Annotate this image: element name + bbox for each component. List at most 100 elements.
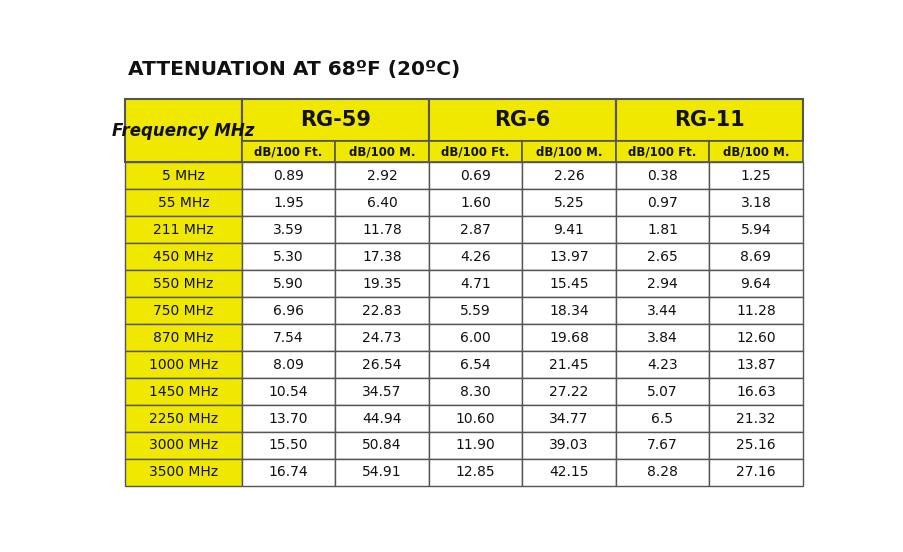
Bar [241, 378, 335, 405]
Bar [126, 297, 241, 324]
Text: 22.83: 22.83 [362, 304, 401, 318]
Bar [126, 378, 241, 405]
Text: 1.25: 1.25 [740, 169, 770, 183]
Bar [126, 324, 241, 351]
Bar [428, 459, 522, 486]
Text: 550 MHz: 550 MHz [154, 277, 213, 291]
Text: 27.16: 27.16 [735, 465, 775, 480]
Text: RG-11: RG-11 [673, 110, 744, 130]
Text: dB/100 M.: dB/100 M. [721, 145, 788, 158]
Text: 750 MHz: 750 MHz [154, 304, 213, 318]
Bar [522, 270, 615, 297]
Text: 26.54: 26.54 [362, 358, 401, 371]
Text: 6.96: 6.96 [273, 304, 303, 318]
Text: dB/100 Ft.: dB/100 Ft. [441, 145, 509, 158]
Text: 9.41: 9.41 [553, 223, 583, 237]
Text: 24.73: 24.73 [362, 331, 401, 344]
Bar [335, 189, 428, 216]
Text: dB/100 Ft.: dB/100 Ft. [628, 145, 696, 158]
Bar [615, 324, 709, 351]
Bar [428, 270, 522, 297]
Text: 11.78: 11.78 [361, 223, 401, 237]
Text: 0.89: 0.89 [273, 169, 303, 183]
Text: 0.38: 0.38 [647, 169, 677, 183]
Bar [335, 270, 428, 297]
Bar [428, 378, 522, 405]
Text: 5.30: 5.30 [273, 250, 303, 264]
Text: 3.18: 3.18 [740, 196, 770, 210]
Text: 5.94: 5.94 [740, 223, 770, 237]
Text: 42.15: 42.15 [549, 465, 588, 480]
Text: dB/100 Ft.: dB/100 Ft. [254, 145, 322, 158]
Bar [126, 189, 241, 216]
Bar [615, 351, 709, 378]
Bar [615, 141, 709, 162]
Bar [126, 243, 241, 270]
Bar [241, 162, 335, 189]
Text: 4.23: 4.23 [647, 358, 677, 371]
Bar [709, 405, 802, 432]
Bar [241, 297, 335, 324]
Bar [428, 189, 522, 216]
Bar [709, 270, 802, 297]
Bar [615, 243, 709, 270]
Bar [428, 351, 522, 378]
Bar [241, 351, 335, 378]
Bar [241, 324, 335, 351]
Bar [428, 297, 522, 324]
Bar [522, 141, 615, 162]
Text: 8.69: 8.69 [740, 250, 770, 264]
Bar [522, 189, 615, 216]
Text: 19.35: 19.35 [362, 277, 401, 291]
Text: 8.28: 8.28 [647, 465, 677, 480]
Bar [615, 99, 802, 141]
Text: 19.68: 19.68 [548, 331, 588, 344]
Text: 27.22: 27.22 [549, 385, 588, 399]
Text: 5.25: 5.25 [553, 196, 583, 210]
Bar [615, 297, 709, 324]
Text: RG-59: RG-59 [299, 110, 370, 130]
Text: 2.92: 2.92 [366, 169, 396, 183]
Text: 3000 MHz: 3000 MHz [149, 438, 218, 453]
Bar [241, 99, 428, 141]
Bar [126, 459, 241, 486]
Bar [428, 99, 615, 141]
Text: 11.28: 11.28 [735, 304, 775, 318]
Text: 21.45: 21.45 [549, 358, 588, 371]
Text: 8.09: 8.09 [273, 358, 303, 371]
Bar [335, 351, 428, 378]
Bar [709, 189, 802, 216]
Bar [335, 162, 428, 189]
Bar [522, 351, 615, 378]
Text: dB/100 M.: dB/100 M. [535, 145, 601, 158]
Bar [241, 459, 335, 486]
Text: 5.90: 5.90 [273, 277, 303, 291]
Bar [428, 432, 522, 459]
Bar [615, 270, 709, 297]
Bar [709, 162, 802, 189]
Bar [522, 405, 615, 432]
Bar [335, 297, 428, 324]
Text: 13.70: 13.70 [268, 411, 308, 426]
Bar [428, 405, 522, 432]
Text: 1.95: 1.95 [273, 196, 303, 210]
Text: 16.74: 16.74 [268, 465, 308, 480]
Text: 34.57: 34.57 [362, 385, 401, 399]
Bar [335, 405, 428, 432]
Text: 5.59: 5.59 [460, 304, 490, 318]
Bar [428, 162, 522, 189]
Text: 1.81: 1.81 [647, 223, 677, 237]
Text: 4.71: 4.71 [460, 277, 490, 291]
Bar [126, 405, 241, 432]
Bar [428, 216, 522, 243]
Bar [522, 297, 615, 324]
Bar [241, 243, 335, 270]
Bar [709, 351, 802, 378]
Text: 50.84: 50.84 [362, 438, 401, 453]
Bar [428, 243, 522, 270]
Bar [709, 141, 802, 162]
Text: 5 MHz: 5 MHz [162, 169, 205, 183]
Bar [335, 459, 428, 486]
Bar [615, 216, 709, 243]
Text: RG-6: RG-6 [494, 110, 550, 130]
